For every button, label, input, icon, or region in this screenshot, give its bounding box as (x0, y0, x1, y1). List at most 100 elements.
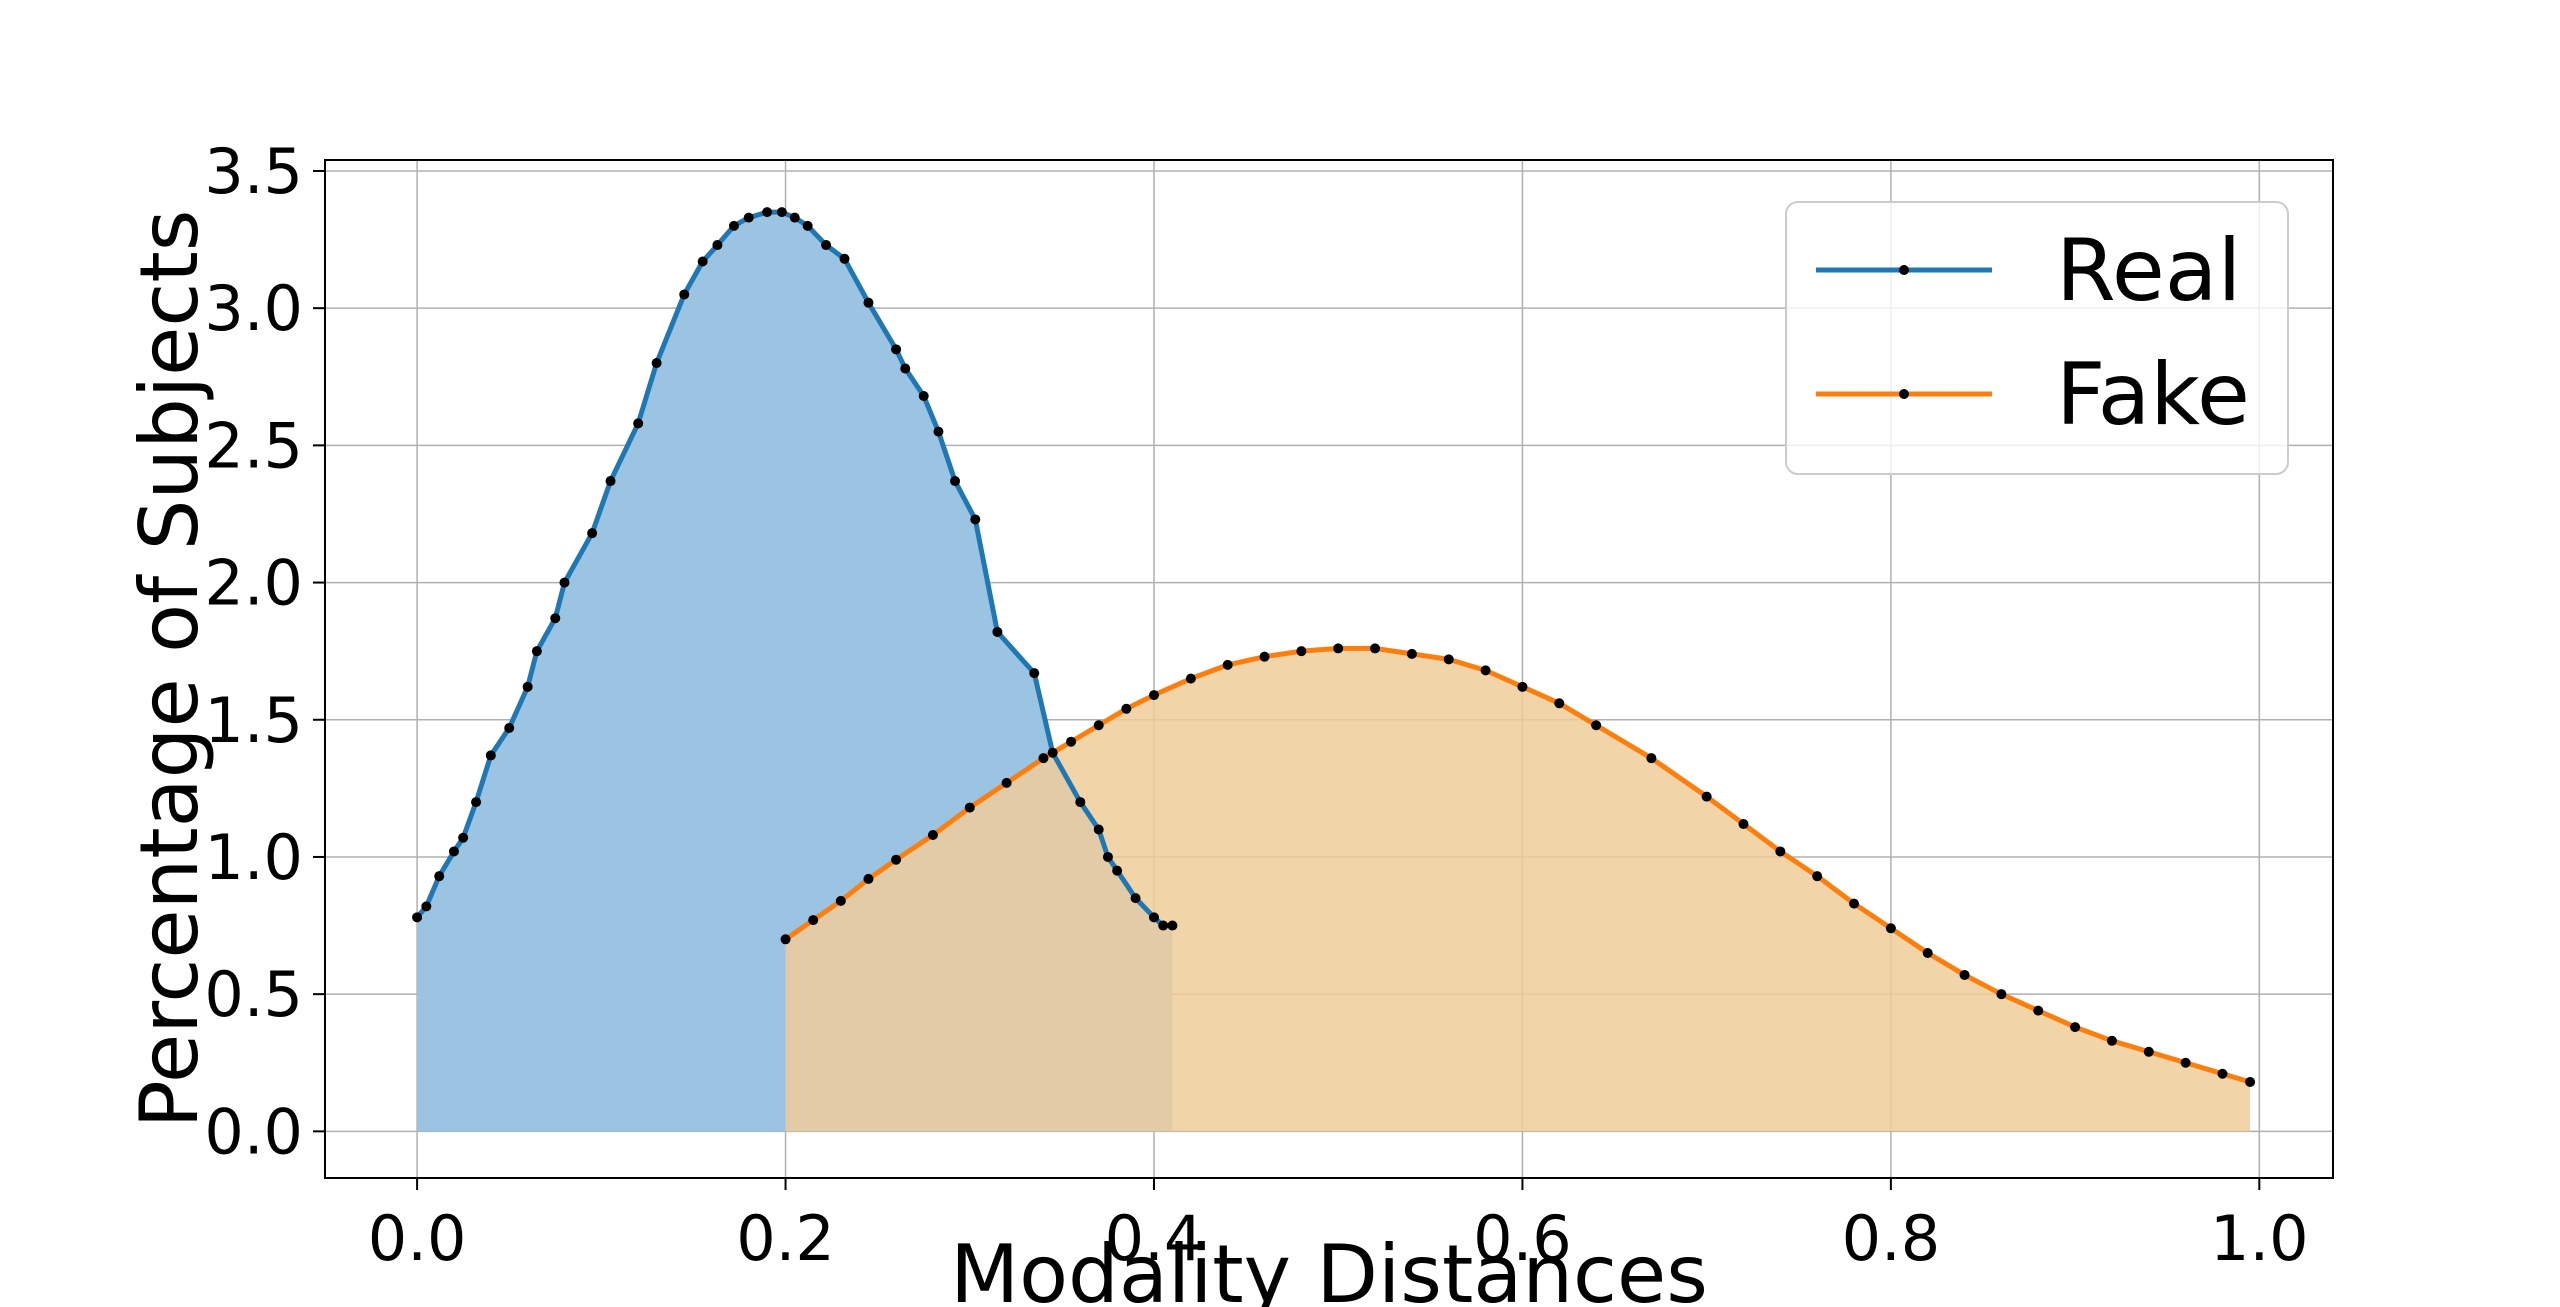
point-fake-8 (1038, 753, 1049, 764)
point-fake-2 (835, 895, 846, 906)
point-real-29 (900, 363, 911, 374)
series-markers (412, 207, 2256, 1087)
point-real-22 (776, 207, 787, 218)
point-real-14 (633, 418, 644, 429)
point-real-21 (762, 207, 773, 218)
point-fake-34 (1996, 989, 2007, 1000)
point-real-18 (712, 240, 723, 251)
point-real-20 (743, 212, 754, 223)
y-tick-label-5: 2.5 (204, 409, 303, 482)
point-real-24 (802, 220, 813, 231)
point-real-43 (1158, 920, 1169, 931)
point-fake-16 (1296, 646, 1307, 657)
point-fake-4 (891, 854, 902, 865)
fill-fake (785, 648, 2251, 1132)
point-real-30 (918, 390, 929, 401)
legend-label-fake: Fake (2056, 345, 2250, 445)
point-real-7 (504, 722, 515, 733)
x-tick-label-0: 0.0 (368, 1202, 467, 1275)
point-real-3 (448, 846, 459, 857)
point-real-44 (1167, 920, 1178, 931)
x-tick-label-2: 0.4 (1105, 1202, 1204, 1275)
point-fake-7 (1001, 777, 1012, 788)
point-fake-41 (2245, 1076, 2256, 1087)
point-real-33 (970, 514, 981, 525)
point-fake-32 (1922, 947, 1933, 958)
point-real-37 (1075, 797, 1086, 808)
point-fake-31 (1885, 923, 1896, 934)
legend: Real Fake (1785, 201, 2289, 475)
point-real-11 (559, 577, 570, 588)
point-fake-11 (1121, 703, 1132, 714)
point-fake-12 (1148, 690, 1159, 701)
point-fake-3 (863, 873, 874, 884)
point-real-8 (522, 681, 533, 692)
point-fake-10 (1093, 720, 1104, 731)
point-fake-23 (1554, 698, 1565, 709)
point-fake-37 (2106, 1035, 2117, 1046)
point-real-42 (1148, 912, 1159, 923)
y-tick-label-3: 1.5 (204, 684, 303, 757)
point-real-10 (550, 613, 561, 624)
line-fake (784, 645, 2251, 1085)
point-real-26 (839, 253, 850, 264)
point-real-2 (434, 871, 445, 882)
point-fake-20 (1443, 654, 1454, 665)
point-fake-18 (1370, 643, 1381, 654)
point-real-9 (531, 646, 542, 657)
point-fake-5 (927, 830, 938, 841)
point-real-25 (821, 240, 832, 251)
point-fake-33 (1959, 969, 1970, 980)
y-axis-title: Percentage of Subjects (123, 210, 216, 1129)
point-real-34 (992, 626, 1003, 637)
point-real-35 (1029, 668, 1040, 679)
point-real-19 (728, 220, 739, 231)
point-fake-26 (1701, 791, 1712, 802)
point-fake-40 (2217, 1068, 2228, 1079)
point-real-13 (605, 476, 616, 487)
y-tick-label-4: 2.0 (204, 547, 303, 620)
point-fake-24 (1591, 720, 1602, 731)
point-fake-15 (1259, 651, 1270, 662)
point-fake-13 (1185, 673, 1196, 684)
point-fake-29 (1812, 871, 1823, 882)
point-fake-6 (964, 802, 975, 813)
point-real-31 (933, 426, 944, 437)
point-fake-35 (2033, 1005, 2044, 1016)
point-fake-9 (1066, 736, 1077, 747)
series-fills (417, 212, 2251, 1132)
point-fake-14 (1222, 659, 1233, 670)
point-real-32 (950, 476, 961, 487)
point-real-16 (679, 289, 690, 300)
point-real-38 (1093, 824, 1104, 835)
axis-ticks: 0.0 0.2 0.4 0.6 0.8 1.0 0.0 0.5 1.0 1.5 2.0 2.5 3.0 3… (204, 135, 2308, 1275)
y-tick-label-1: 0.5 (204, 958, 303, 1031)
point-fake-36 (2070, 1022, 2081, 1033)
y-tick-label-0: 0.0 (204, 1095, 303, 1168)
legend-marker-real (1899, 265, 1909, 275)
point-real-40 (1112, 865, 1123, 876)
point-real-39 (1102, 851, 1113, 862)
point-fake-30 (1849, 898, 1860, 909)
point-real-12 (587, 528, 598, 539)
y-tick-label-7: 3.5 (204, 135, 303, 208)
point-fake-28 (1775, 846, 1786, 857)
point-real-0 (412, 912, 423, 923)
point-real-5 (471, 797, 482, 808)
point-real-6 (485, 750, 496, 761)
point-fake-17 (1333, 643, 1344, 654)
point-fake-27 (1738, 819, 1749, 830)
point-fake-19 (1406, 648, 1417, 659)
x-tick-label-3: 0.6 (1473, 1202, 1572, 1275)
legend-label-real: Real (2056, 221, 2241, 321)
point-fake-38 (2143, 1046, 2154, 1057)
point-fake-0 (780, 934, 791, 945)
point-real-28 (891, 344, 902, 355)
point-real-1 (421, 901, 432, 912)
point-real-41 (1130, 893, 1141, 904)
plot-frame (324, 159, 2334, 1179)
y-tick-label-6: 3.0 (204, 272, 303, 345)
point-real-23 (789, 212, 800, 223)
point-real-36 (1047, 747, 1058, 758)
